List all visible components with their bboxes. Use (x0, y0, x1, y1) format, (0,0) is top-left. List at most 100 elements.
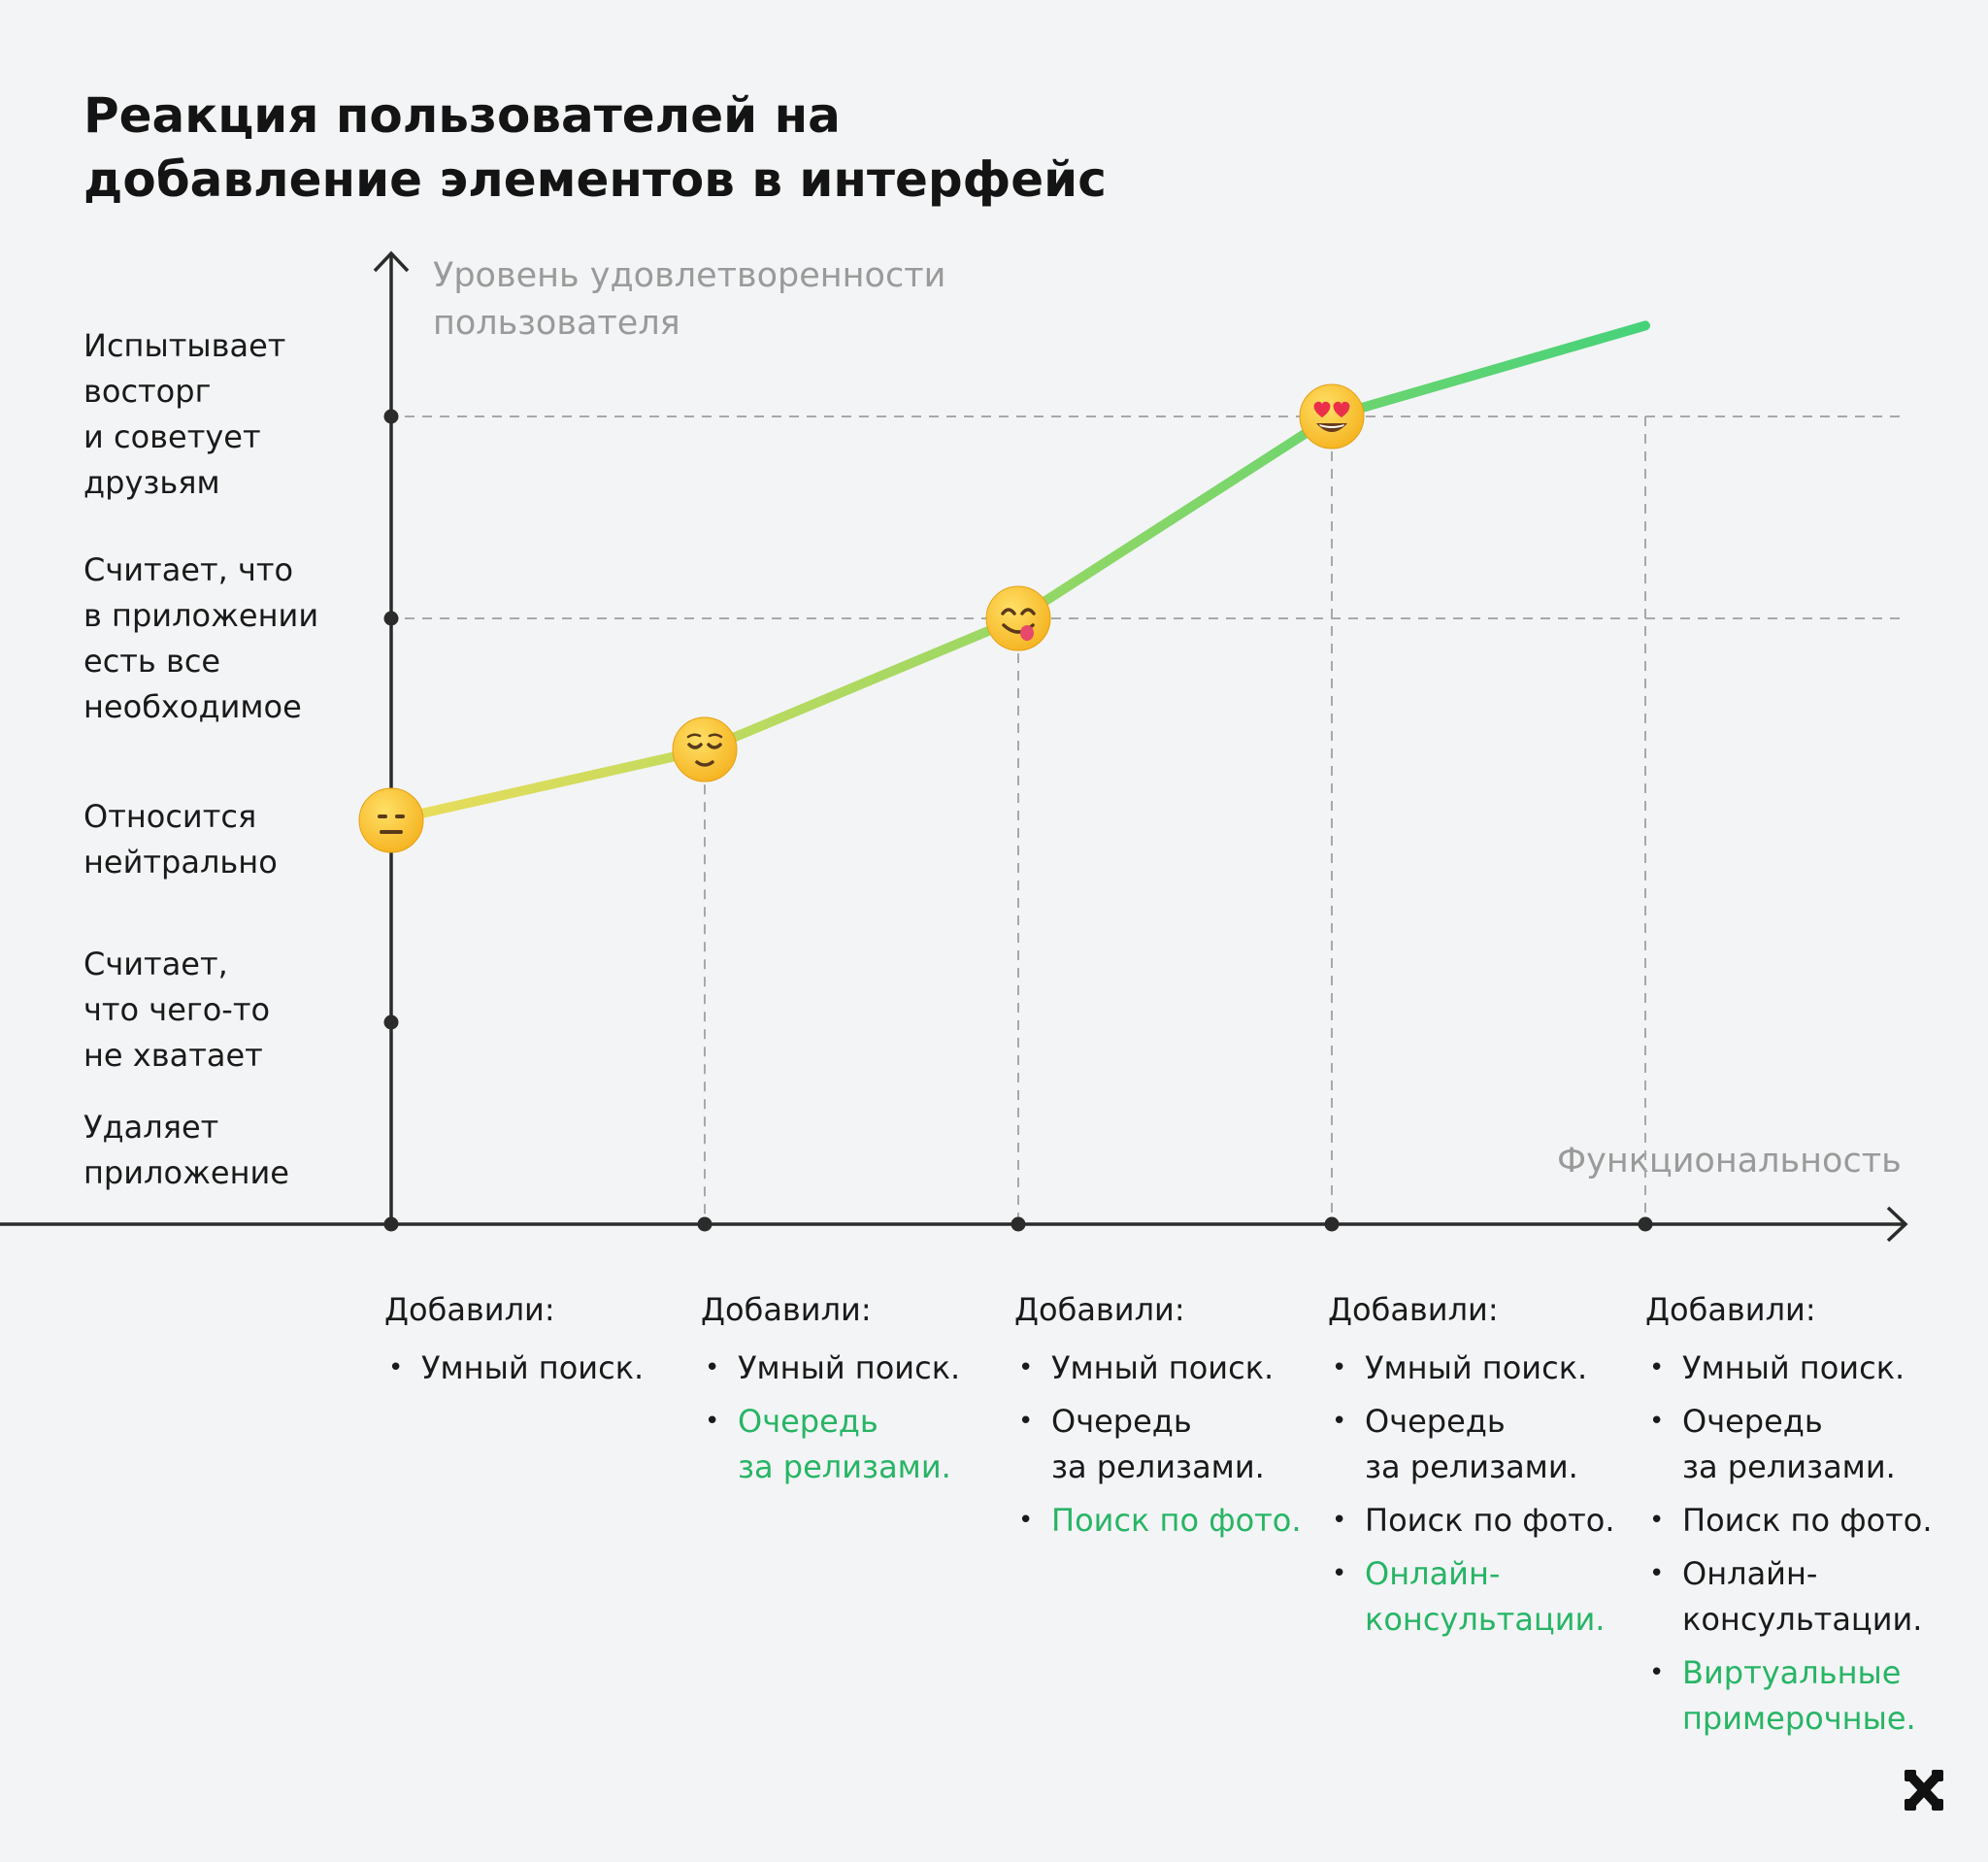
y-axis-title-line: Уровень удовлетворенности (433, 256, 946, 295)
new-feature-item: • Онлайн-консультации. (1328, 1551, 1648, 1643)
feature-list: • Умный поиск. • Очередь за релизами. • Поиск … (1014, 1346, 1335, 1544)
bullet-icon: • (1649, 1407, 1665, 1436)
bullet-icon: • (1332, 1506, 1347, 1535)
feature-text: Виртуальные примерочные. (1682, 1650, 1966, 1742)
y-axis-tick (383, 611, 399, 626)
feature-list: • Умный поиск. • Очередь за релизами. (701, 1346, 1021, 1490)
feature-text-line: Поиск по фото. (1365, 1502, 1615, 1539)
bullet-icon: • (1018, 1506, 1034, 1535)
bullet-icon: • (705, 1407, 720, 1436)
feature-text: Очередь за релизами. (1365, 1399, 1648, 1490)
y-axis-title-line: пользователя (433, 304, 680, 343)
neutral-face-emoji-icon (358, 787, 424, 853)
feature-item: • Умный поиск. (1645, 1346, 1966, 1391)
y-level-label: Испытывает восторг и советует друзьям (83, 323, 365, 506)
feature-text-line: за релизами. (1682, 1448, 1896, 1485)
bullet-icon: • (1649, 1559, 1665, 1588)
feature-text-line: за релизами. (1365, 1448, 1578, 1485)
y-level-label-line: нейтрально (83, 844, 278, 881)
feature-item: • Умный поиск. (384, 1346, 705, 1391)
feature-text: Умный поиск. (421, 1346, 705, 1391)
feature-text-line: Поиск по фото. (1051, 1502, 1302, 1539)
new-feature-item: • Виртуальные примерочные. (1645, 1650, 1966, 1742)
new-feature-item: • Очередь за релизами. (701, 1399, 1021, 1490)
feature-text: Умный поиск. (1682, 1346, 1966, 1391)
y-axis-tick (383, 409, 399, 424)
y-level-label: Относится нейтрально (83, 794, 365, 885)
added-features-column: Добавили: • Умный поиск. • Очередь за релизам… (701, 1281, 1021, 1490)
x-axis-tick (1324, 1216, 1340, 1232)
added-label: Добавили: (701, 1291, 872, 1328)
feature-text-line: Поиск по фото. (1682, 1502, 1933, 1539)
feature-text: Поиск по фото. (1051, 1498, 1335, 1544)
x-axis-tick (1011, 1216, 1026, 1232)
bullet-icon: • (1649, 1353, 1665, 1382)
feature-text-line: Очередь (1051, 1403, 1192, 1440)
y-level-label-line: восторг (83, 373, 212, 410)
feature-text: Онлайн-консультации. (1365, 1551, 1648, 1643)
bullet-icon: • (1649, 1658, 1665, 1687)
feature-list: • Умный поиск. • Очередь за релизами. • Поиск … (1645, 1346, 1966, 1742)
feature-text-line: консультации. (1365, 1601, 1606, 1638)
y-level-label: Удаляет приложение (83, 1105, 365, 1196)
x-axis-title: Функциональность (1557, 1142, 1902, 1180)
feature-text-line: Очередь (1682, 1403, 1823, 1440)
added-label: Добавили: (1328, 1291, 1499, 1328)
feature-item: • Поиск по фото. (1328, 1498, 1648, 1544)
y-level-label-line: Считает, что (83, 551, 294, 588)
feature-text-line: Умный поиск. (1051, 1349, 1275, 1386)
feature-text: Поиск по фото. (1682, 1498, 1966, 1544)
y-level-label-line: не хватает (83, 1037, 263, 1074)
feature-text-line: Онлайн- (1365, 1555, 1501, 1592)
y-level-label-line: и советует (83, 418, 261, 455)
y-level-label: Считает, что чего-то не хватает (83, 942, 365, 1079)
bullet-icon: • (1332, 1407, 1347, 1436)
x-axis-arrow-icon (1886, 1206, 1908, 1243)
feature-text-line: Умный поиск. (1365, 1349, 1588, 1386)
bullet-icon: • (388, 1353, 404, 1382)
y-axis-arrow-icon (373, 250, 410, 273)
y-level-label-line: Считает, (83, 946, 228, 982)
bullet-icon: • (1018, 1353, 1034, 1382)
y-level-label-line: Испытывает (83, 327, 286, 364)
feature-text: Онлайн-консультации. (1682, 1551, 1966, 1643)
feature-text: Умный поиск. (1365, 1346, 1648, 1391)
added-features-column: Добавили: • Умный поиск. • Очередь за релизам… (1645, 1281, 1966, 1742)
relieved-face-emoji-icon (672, 716, 738, 782)
added-features-column: Добавили: • Умный поиск. (384, 1281, 705, 1391)
feature-list: • Умный поиск. (384, 1346, 705, 1391)
feature-text-line: Виртуальные (1682, 1654, 1902, 1691)
chart-title-line: Реакция пользователей на (83, 87, 841, 144)
chart-title: Реакция пользователей на добавление элем… (83, 83, 1107, 212)
x-axis-tick (383, 1216, 399, 1232)
y-level-label-line: Удаляет (83, 1109, 219, 1146)
x-axis-tick (1638, 1216, 1653, 1232)
feature-list: • Умный поиск. • Очередь за релизами. • Поиск … (1328, 1346, 1648, 1643)
feature-item: • Очередь за релизами. (1645, 1399, 1966, 1490)
added-label: Добавили: (384, 1291, 555, 1328)
feature-text-line: Умный поиск. (1682, 1349, 1905, 1386)
feature-item: • Умный поиск. (1014, 1346, 1335, 1391)
feature-item: • Очередь за релизами. (1328, 1399, 1648, 1490)
feature-text-line: консультации. (1682, 1601, 1923, 1638)
feature-text-line: Очередь (1365, 1403, 1506, 1440)
y-level-label-line: что чего-то (83, 991, 271, 1028)
yum-face-emoji-icon (985, 585, 1051, 651)
y-level-label-line: в приложении (83, 597, 319, 634)
y-level-label-line: Относится (83, 798, 257, 835)
bullet-icon: • (1649, 1506, 1665, 1535)
feature-item: • Поиск по фото. (1645, 1498, 1966, 1544)
feature-text-line: за релизами. (738, 1448, 951, 1485)
feature-text-line: за релизами. (1051, 1448, 1265, 1485)
feature-text-line: Умный поиск. (738, 1349, 961, 1386)
feature-text: Умный поиск. (1051, 1346, 1335, 1391)
feature-text-line: Очередь (738, 1403, 878, 1440)
bullet-icon: • (1018, 1407, 1034, 1436)
added-label: Добавили: (1645, 1291, 1816, 1328)
feature-text: Очередь за релизами. (1682, 1399, 1966, 1490)
bullet-icon: • (1332, 1559, 1347, 1588)
added-features-column: Добавили: • Умный поиск. • Очередь за релизам… (1328, 1281, 1648, 1643)
y-level-label-line: друзьям (83, 464, 220, 501)
added-label: Добавили: (1014, 1291, 1185, 1328)
